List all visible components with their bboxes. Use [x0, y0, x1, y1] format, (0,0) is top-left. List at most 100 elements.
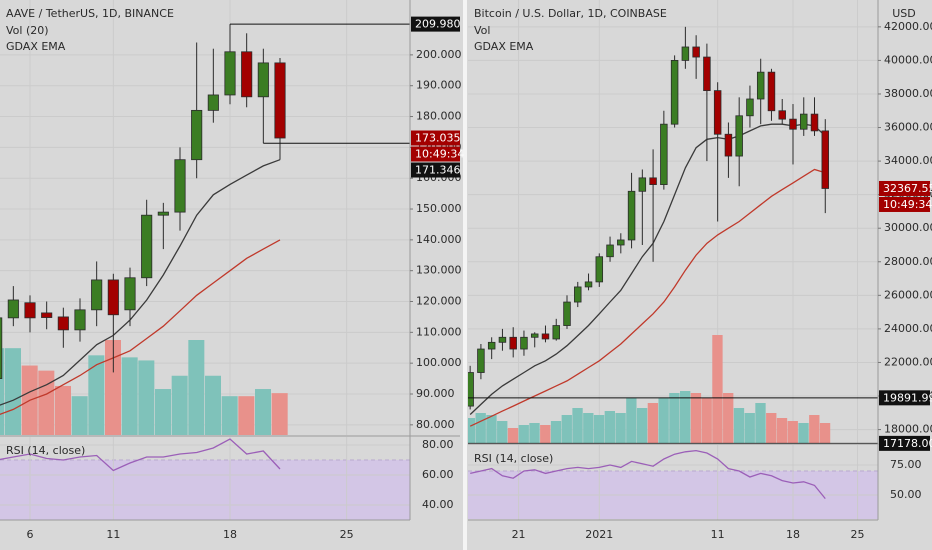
- y-tick-label: 190.000: [416, 79, 462, 92]
- volume-bar: [55, 385, 71, 435]
- x-tick-label: 25: [851, 528, 865, 541]
- rsi-tick-label: 50.00: [890, 488, 922, 501]
- x-tick-label: 21: [512, 528, 526, 541]
- y-tick-label: 180.000: [416, 110, 462, 123]
- volume-bar: [626, 398, 637, 443]
- candle-body: [141, 214, 153, 279]
- chart-title: AAVE / TetherUS, 1D, BINANCE: [6, 7, 174, 20]
- marker-label-box: [879, 390, 930, 406]
- volume-bar: [88, 355, 105, 435]
- ema-fast-line: [0, 159, 281, 406]
- volume-bar: [475, 413, 486, 443]
- volume-bar: [636, 408, 648, 443]
- last-price-label-box: [411, 130, 460, 146]
- candle-body: [670, 60, 679, 125]
- volume-legend: Vol: [474, 24, 490, 37]
- volume-bar: [486, 415, 497, 443]
- countdown-label: 10:49:34: [879, 196, 932, 212]
- candle-body: [124, 277, 136, 311]
- candle-body: [735, 115, 743, 157]
- candle-body: [74, 309, 86, 331]
- candle-body: [509, 336, 517, 350]
- volume-bar: [712, 335, 723, 443]
- candle-body: [692, 46, 700, 58]
- marker-label-text: 171.346: [415, 164, 461, 177]
- y-tick-label: 24000.00: [884, 322, 932, 335]
- y-tick-label: 140.000: [416, 233, 462, 246]
- volume-bar: [205, 375, 221, 435]
- volume-bar: [733, 408, 745, 443]
- marker-label-text: 19891.99: [883, 391, 932, 404]
- candle-body: [584, 281, 593, 288]
- volume-bar: [776, 418, 788, 443]
- y-tick-label: 30000.00: [884, 221, 932, 234]
- y-tick-label: 90.000: [416, 387, 455, 400]
- last-price-label: 32367.55: [879, 180, 932, 196]
- marker-label: 209.980: [411, 16, 461, 32]
- y-tick-label: 36000.00: [884, 121, 932, 134]
- candle-body: [57, 316, 69, 331]
- x-tick-label: 11: [106, 528, 120, 541]
- candle-body: [724, 133, 733, 157]
- volume-bar: [171, 375, 188, 435]
- candle-body: [563, 301, 571, 326]
- countdown-label-box: [879, 196, 930, 212]
- y-tick-label: 26000.00: [884, 288, 932, 301]
- candle-body: [638, 177, 647, 192]
- pane-divider: [463, 0, 467, 550]
- marker-label: 171.346: [411, 162, 461, 178]
- rsi-line: [0, 438, 281, 472]
- candle-body: [91, 279, 103, 311]
- y-tick-label: 120.000: [416, 295, 462, 308]
- chart-pane: [468, 0, 878, 520]
- volume-bar: [755, 403, 766, 443]
- candle-body: [207, 94, 219, 111]
- volume-bar: [669, 393, 680, 443]
- countdown-label-box: [411, 146, 460, 162]
- volume-bar: [121, 357, 138, 435]
- last-price-label-text: 32367.55: [883, 182, 932, 195]
- volume-bar: [507, 428, 519, 443]
- y-tick-label: 38000.00: [884, 87, 932, 100]
- volume-bar: [5, 348, 21, 435]
- candle-body: [552, 325, 560, 340]
- candle-body: [468, 372, 474, 407]
- volume-bar: [468, 418, 476, 443]
- volume-bar: [155, 389, 171, 435]
- y-tick-label: 150.000: [416, 202, 462, 215]
- last-price-label: 173.035: [411, 130, 461, 146]
- candle-body: [0, 317, 3, 379]
- rsi-band: [0, 459, 410, 520]
- candle-body: [41, 312, 53, 318]
- volume-bar: [540, 425, 551, 443]
- candle-body: [274, 62, 286, 139]
- candle-body: [107, 279, 119, 316]
- rsi-tick-label: 60.00: [422, 468, 454, 481]
- candle-body: [224, 51, 236, 96]
- ema-legend: GDAX EMA: [6, 40, 66, 53]
- volume-bar: [744, 413, 755, 443]
- volume-bar: [604, 411, 615, 443]
- rsi-line: [470, 449, 826, 500]
- volume-bar: [105, 340, 121, 435]
- y-tick-label: 80.000: [416, 418, 455, 431]
- candle-body: [756, 71, 765, 100]
- x-tick-label: 25: [340, 528, 354, 541]
- y-tick-label: 110.000: [416, 325, 462, 338]
- ema-legend: GDAX EMA: [474, 40, 534, 53]
- y-tick-label: 34000.00: [884, 154, 932, 167]
- candle-body: [617, 239, 625, 246]
- y-tick-label: 22000.00: [884, 355, 932, 368]
- candle-body: [7, 299, 19, 319]
- marker-label-box: [411, 162, 460, 178]
- last-price-label-box: [879, 180, 930, 196]
- volume-bar: [658, 398, 669, 443]
- candle-body: [681, 46, 690, 61]
- y-tick-label: 130.000: [416, 264, 462, 277]
- volume-bar: [529, 423, 540, 443]
- volume-bar: [238, 396, 255, 435]
- candle-body: [24, 302, 36, 319]
- candle-body: [498, 336, 507, 343]
- marker-label: 19891.99: [879, 390, 932, 406]
- volume-bar: [787, 421, 798, 443]
